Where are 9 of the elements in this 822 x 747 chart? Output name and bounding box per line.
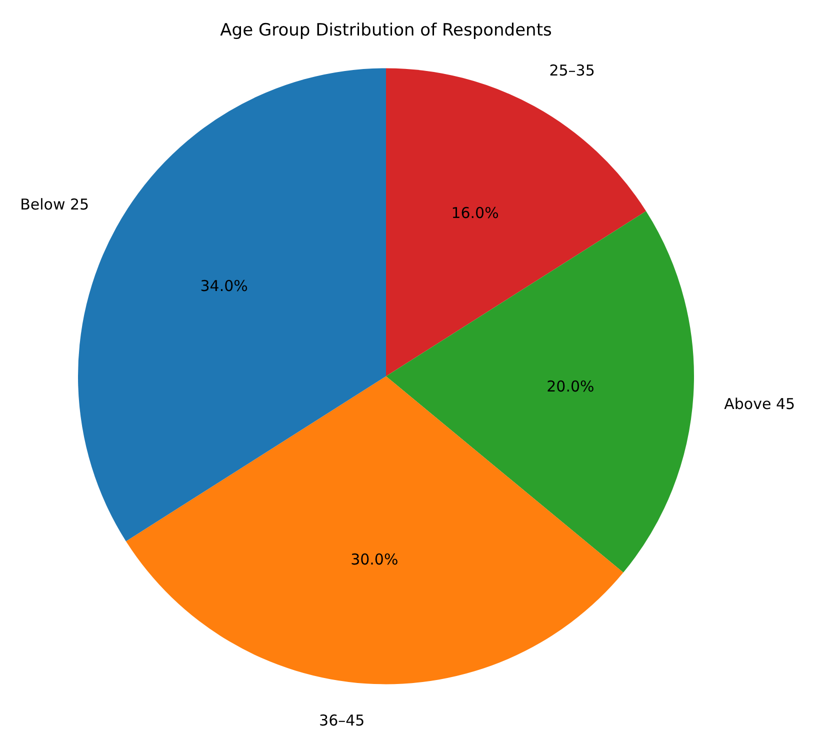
slice-label: Above 45 — [724, 394, 796, 413]
slice-label: 36–45 — [319, 712, 365, 730]
slice-label: 25–35 — [549, 62, 595, 80]
data-label: 30.0% — [350, 550, 398, 569]
slice-label: Below 25 — [20, 195, 90, 214]
chart-title: Age Group Distribution of Respondents — [220, 20, 552, 41]
data-label: 16.0% — [451, 204, 499, 222]
data-label: 34.0% — [200, 277, 248, 296]
data-label: 20.0% — [546, 378, 594, 396]
